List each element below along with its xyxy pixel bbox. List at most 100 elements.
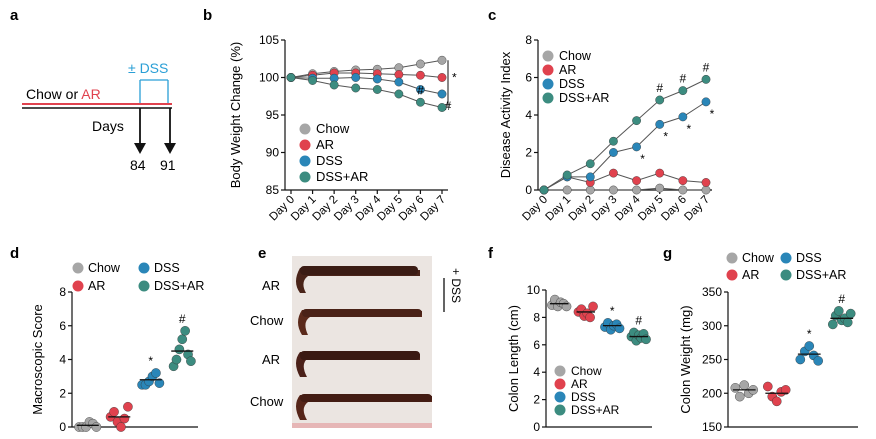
- panel-f: f 0 2 4 6 8 10 Colon Length (cm) * # ChowARDSSDSS…: [488, 245, 652, 434]
- dss-marker-icon: [554, 391, 566, 403]
- legend-label: Chow: [742, 251, 775, 265]
- data-point: [828, 319, 838, 330]
- legend-label: DSS+AR: [316, 169, 368, 184]
- diet-ar: AR: [81, 86, 100, 102]
- diet-label: Chow or AR: [26, 86, 101, 102]
- y-tick-label: 8: [525, 33, 532, 47]
- significance-mark: *: [148, 354, 153, 368]
- x-tick-label: Day 0: [520, 194, 550, 224]
- day-84-label: 84: [130, 157, 146, 173]
- y-tick-label: 4: [59, 353, 66, 367]
- significance-mark: #: [703, 60, 710, 74]
- significance-mark: *: [610, 304, 615, 318]
- data-point: [585, 185, 595, 195]
- data-point: [780, 385, 791, 395]
- y-tick-label: 0: [533, 420, 540, 434]
- y-axis-label: Macroscopic Score: [30, 304, 45, 415]
- x-tick-label: Day 7: [418, 194, 448, 224]
- legend-label: DSS+AR: [571, 403, 620, 417]
- significance-mark: *: [452, 70, 457, 84]
- chart-macroscopic-score: 0 2 4 6 8 Macroscopic Score * # Chow AR DSS DSS+AR: [30, 261, 204, 434]
- y-axis-label: Colon Weight (mg): [678, 305, 693, 413]
- data-point: [678, 86, 688, 96]
- data-point: [123, 401, 133, 412]
- data-point: [655, 168, 665, 178]
- y-axis-label: Disease Activity Index: [498, 51, 513, 178]
- chow-marker-icon: [72, 262, 84, 274]
- panel-d: d 0 2 4 6 8 Macroscopic Score * # Chow AR DSS DSS+A…: [10, 245, 204, 434]
- data-point: [655, 183, 665, 193]
- days-label: Days: [92, 118, 124, 134]
- data-point: [416, 85, 425, 94]
- y-tick-label: 8: [59, 285, 66, 299]
- x-tick-label: Day 5: [636, 194, 666, 224]
- data-point: [609, 168, 618, 178]
- legend-label: AR: [316, 137, 334, 152]
- colon-chow-1-body: [302, 309, 422, 317]
- panel-label-b: b: [203, 7, 212, 24]
- colon-chow-2-body: [300, 394, 432, 402]
- legend-label: DSS: [316, 153, 343, 168]
- dss-label: ± DSS: [128, 60, 168, 76]
- legend-label: DSS+AR: [796, 268, 846, 282]
- data-point: [329, 80, 339, 90]
- y-tick-label: 350: [702, 285, 722, 299]
- ar-marker-icon: [299, 139, 311, 151]
- y-tick-label: 150: [702, 420, 722, 434]
- data-point: [372, 74, 382, 84]
- dssar-marker-icon: [554, 404, 566, 416]
- colon-ar-2-body: [300, 351, 420, 360]
- data-point: [171, 354, 182, 365]
- significance-mark: *: [687, 122, 692, 136]
- ar-marker-icon: [726, 269, 738, 281]
- y-tick-label: 100: [259, 71, 279, 85]
- data-point: [763, 381, 773, 392]
- data-point: [730, 383, 741, 393]
- legend-label: DSS+AR: [559, 91, 609, 105]
- colon-ar-1-body: [300, 266, 418, 275]
- legend-label: Chow: [88, 261, 121, 275]
- significance-mark: *: [807, 327, 812, 341]
- y-axis-label: Body Weight Change (%): [228, 42, 243, 188]
- data-point: [394, 77, 404, 87]
- data-point: [701, 97, 711, 107]
- data-point: [416, 59, 425, 69]
- data-point: [795, 354, 806, 365]
- dssar-marker-icon: [138, 280, 150, 292]
- arrow-91-icon: [164, 143, 176, 154]
- legend-label: AR: [571, 377, 588, 391]
- x-tick-label: Day 7: [682, 194, 712, 224]
- data-point: [585, 172, 595, 182]
- significance-mark: #: [838, 292, 845, 306]
- data-point: [701, 185, 711, 195]
- legend-label: AR: [742, 268, 759, 282]
- legend-label: Chow: [316, 121, 350, 136]
- dssar-marker-icon: [299, 171, 311, 183]
- legend-label: DSS: [571, 390, 596, 404]
- panel-label-g: g: [663, 245, 672, 262]
- data-point: [437, 73, 447, 82]
- data-point: [394, 70, 404, 79]
- data-point: [678, 185, 688, 195]
- data-point: [842, 317, 853, 328]
- data-point: [739, 380, 750, 390]
- y-tick-label: 10: [527, 283, 541, 297]
- y-tick-label: 0: [59, 420, 66, 434]
- data-point: [734, 391, 745, 402]
- significance-mark: #: [656, 81, 663, 95]
- significance-mark: *: [710, 107, 715, 121]
- panel-g: g 150 200 250 300 350 Colon Weight (mg) * # Chow…: [663, 245, 858, 434]
- panel-a: a ± DSS Chow or AR Days 84 91: [10, 7, 176, 173]
- x-tick-label: Day 4: [613, 193, 643, 223]
- y-tick-label: 8: [533, 310, 540, 324]
- data-point: [701, 178, 711, 187]
- y-tick-label: 0: [525, 183, 532, 197]
- ar-marker-icon: [542, 64, 554, 76]
- data-point: [437, 89, 447, 99]
- data-point: [416, 97, 425, 107]
- ar-marker-icon: [554, 378, 566, 390]
- data-point: [632, 142, 641, 152]
- data-point: [286, 73, 296, 82]
